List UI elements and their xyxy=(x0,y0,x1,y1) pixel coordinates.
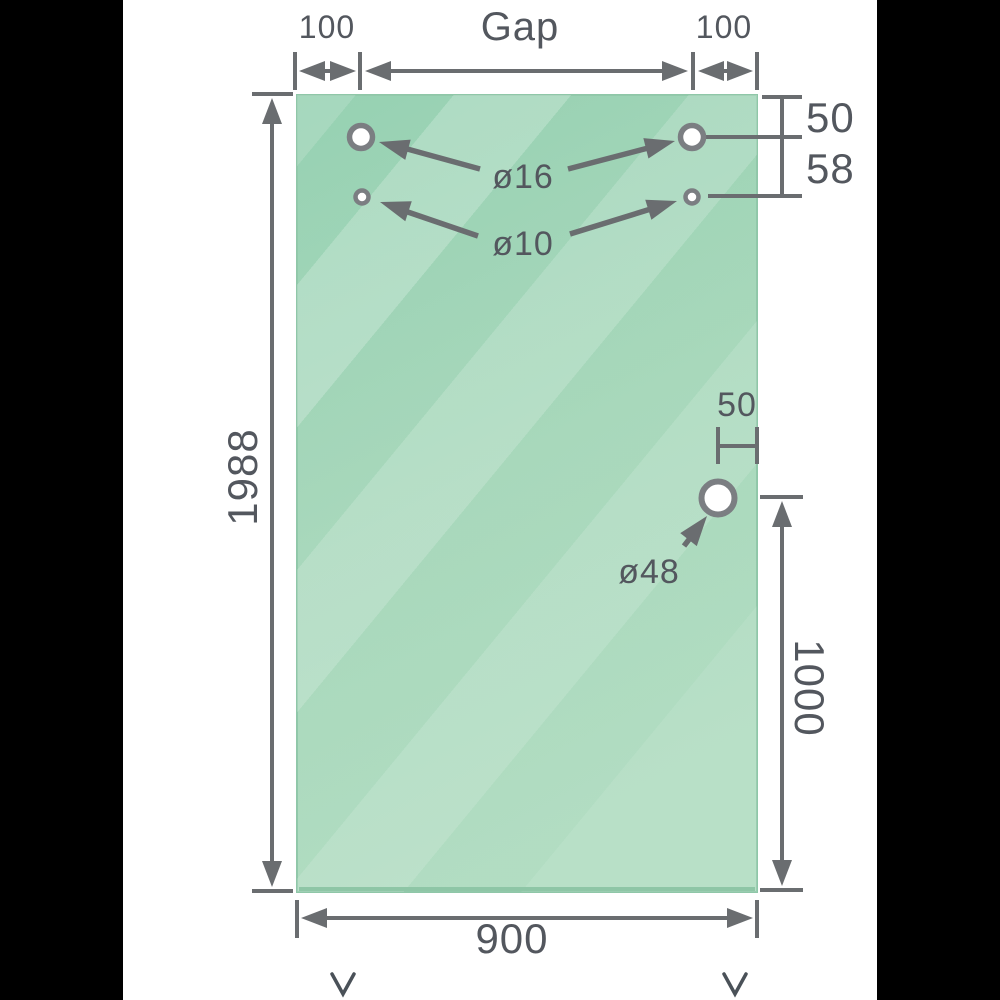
leader-line xyxy=(569,205,655,237)
glass-reflections xyxy=(297,95,757,892)
leader-line xyxy=(567,144,653,172)
arrowhead xyxy=(301,908,327,928)
dim-label-hole-top: 50 xyxy=(806,94,855,141)
dim-1000-right: 1000 xyxy=(760,495,833,892)
arrowhead xyxy=(643,138,675,159)
label-hole-16: ø16 xyxy=(492,158,554,196)
glass-panel xyxy=(296,94,758,893)
dim-label-height: 1988 xyxy=(219,428,266,525)
arrowhead xyxy=(680,516,707,547)
bottom-chevrons xyxy=(330,972,748,998)
arrowhead xyxy=(380,201,412,222)
label-hole-10: ø10 xyxy=(492,225,554,263)
dim-label-hole-spacing: 58 xyxy=(806,145,855,192)
label-hole-48: ø48 xyxy=(618,553,680,591)
dim-width-bottom: 900 xyxy=(295,900,759,962)
arrowhead xyxy=(262,861,282,887)
leader-line xyxy=(398,206,479,239)
hole-16-left xyxy=(346,122,376,152)
hole-10-right xyxy=(683,188,701,206)
letterbox-left xyxy=(0,0,123,1000)
chevron-mark xyxy=(722,972,748,998)
letterbox-right xyxy=(877,0,1000,1000)
dim-label-width: 900 xyxy=(475,915,548,962)
dim-top-row: 100 Gap 100 xyxy=(293,5,759,90)
arrowhead xyxy=(772,860,792,886)
arrowhead xyxy=(379,139,411,160)
arrowhead xyxy=(698,61,724,81)
arrowhead xyxy=(727,908,753,928)
arrowhead xyxy=(262,98,282,124)
dim-label-left-offset: 100 xyxy=(299,9,355,45)
dim-cutout-edge: 50 xyxy=(716,386,759,464)
hole-16-right xyxy=(677,122,707,152)
dim-label-cutout-edge: 50 xyxy=(717,386,757,424)
arrowhead xyxy=(772,501,792,527)
arrowhead xyxy=(299,61,325,81)
dim-label-right-offset: 100 xyxy=(696,9,752,45)
leader-o10: ø10 xyxy=(380,199,677,263)
dim-height-left: 1988 xyxy=(219,92,293,893)
dim-hole-offsets-right: 50 58 xyxy=(706,94,855,198)
arrowhead xyxy=(662,61,688,81)
dim-label-gap: Gap xyxy=(481,5,560,49)
hole-48-cutout xyxy=(698,478,738,518)
hole-10-left xyxy=(353,188,371,206)
arrowhead xyxy=(365,61,391,81)
dim-label-1000: 1000 xyxy=(786,639,833,736)
leader-o16: ø16 xyxy=(379,138,675,196)
leader-o48: ø48 xyxy=(618,516,707,591)
arrowhead xyxy=(330,61,356,81)
arrowhead xyxy=(727,61,753,81)
leader-line xyxy=(399,144,481,172)
arrowhead xyxy=(645,199,677,220)
chevron-mark xyxy=(330,972,356,998)
